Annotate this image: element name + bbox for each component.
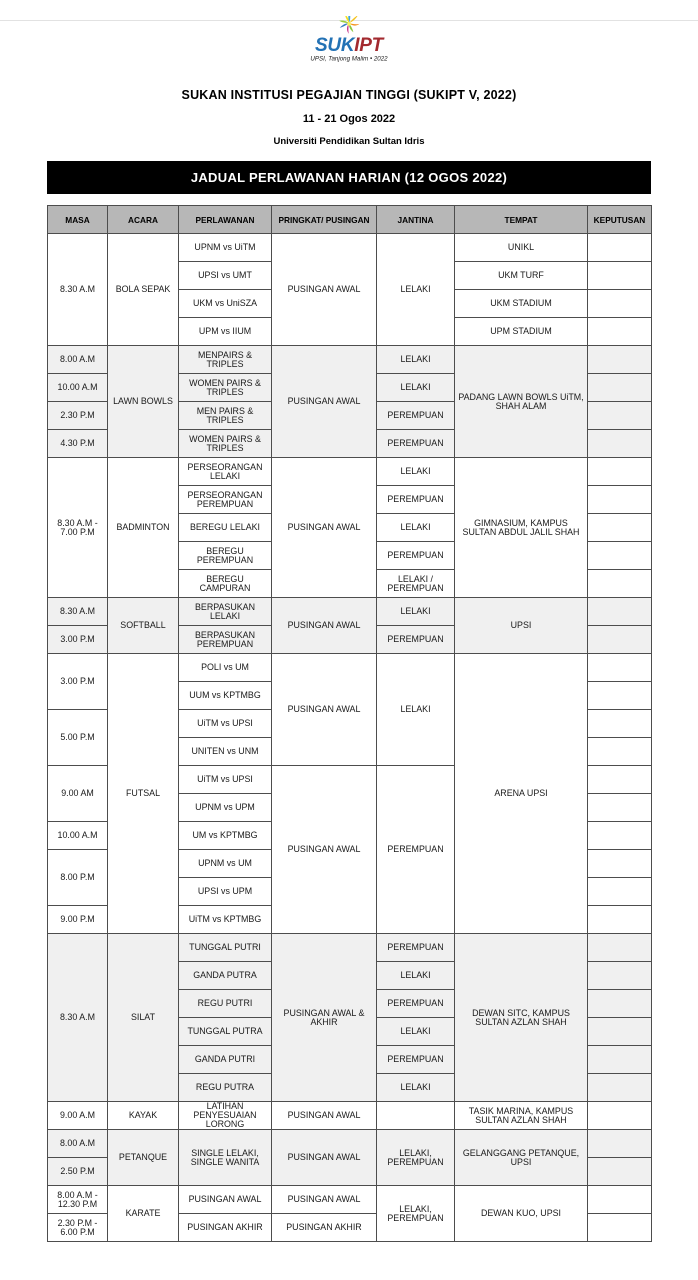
svg-text:UPSI, Tanjong Malim • 2022: UPSI, Tanjong Malim • 2022 xyxy=(310,56,388,63)
svg-text:SUKIPT: SUKIPT xyxy=(315,35,385,56)
